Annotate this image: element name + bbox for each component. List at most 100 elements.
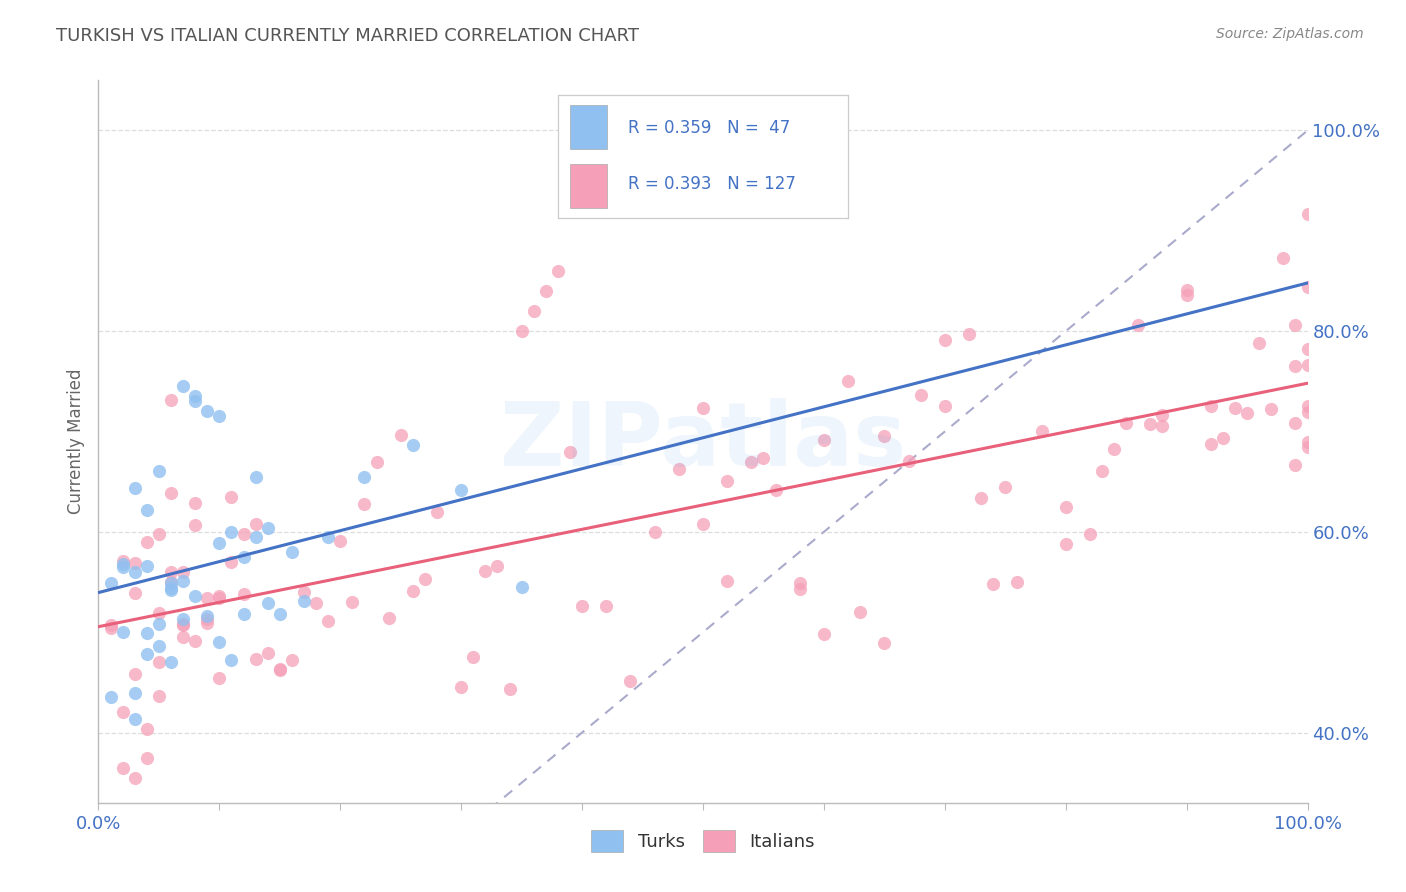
- Point: [1199, 399, 1222, 413]
- Point: [1236, 405, 1258, 419]
- Point: [160, 574, 183, 589]
- Point: [256, 647, 278, 661]
- Point: [111, 557, 134, 571]
- Point: [994, 479, 1017, 493]
- Point: [135, 559, 157, 574]
- Text: ZIPatlas: ZIPatlas: [501, 398, 905, 485]
- Point: [353, 470, 375, 484]
- Point: [692, 516, 714, 531]
- Point: [269, 663, 291, 677]
- Point: [1296, 440, 1319, 454]
- Point: [377, 611, 399, 625]
- Point: [195, 615, 218, 630]
- Point: [523, 304, 546, 318]
- Point: [245, 652, 267, 666]
- Point: [1296, 358, 1319, 372]
- Point: [534, 284, 557, 298]
- Point: [305, 596, 328, 610]
- Point: [668, 462, 690, 476]
- Point: [111, 624, 134, 639]
- Point: [1115, 417, 1137, 431]
- Point: [740, 454, 762, 468]
- Point: [1260, 402, 1282, 417]
- Point: [934, 334, 956, 348]
- Point: [221, 653, 243, 667]
- Point: [111, 705, 134, 719]
- Point: [172, 630, 194, 644]
- Point: [135, 723, 157, 737]
- Point: [595, 599, 617, 613]
- Point: [184, 589, 207, 603]
- Point: [208, 671, 231, 685]
- Point: [316, 615, 339, 629]
- Point: [148, 655, 170, 669]
- Point: [366, 455, 388, 469]
- Point: [486, 558, 509, 573]
- Point: [342, 595, 364, 609]
- Point: [148, 616, 170, 631]
- Point: [111, 761, 134, 775]
- Point: [221, 490, 243, 504]
- Point: [208, 536, 231, 550]
- Point: [970, 491, 993, 505]
- Point: [402, 584, 425, 599]
- Point: [910, 388, 932, 402]
- Point: [329, 534, 352, 549]
- Point: [619, 673, 641, 688]
- Point: [752, 450, 775, 465]
- Point: [184, 389, 207, 403]
- Point: [232, 526, 254, 541]
- Point: [124, 565, 146, 579]
- Point: [148, 464, 170, 478]
- Point: [124, 712, 146, 726]
- Point: [245, 516, 267, 531]
- Point: [413, 572, 436, 586]
- Point: [558, 445, 581, 459]
- Point: [292, 594, 315, 608]
- Point: [124, 686, 146, 700]
- Point: [172, 617, 194, 632]
- Point: [450, 681, 472, 695]
- Point: [135, 750, 157, 764]
- Point: [221, 555, 243, 569]
- Point: [208, 409, 231, 424]
- Point: [135, 648, 157, 662]
- Point: [172, 574, 194, 588]
- Point: [100, 617, 122, 632]
- Point: [160, 575, 183, 590]
- Point: [402, 438, 425, 452]
- Point: [474, 565, 496, 579]
- Point: [208, 591, 231, 605]
- Point: [124, 586, 146, 600]
- Point: [100, 622, 122, 636]
- Point: [849, 605, 872, 619]
- Point: [232, 607, 254, 621]
- Point: [221, 524, 243, 539]
- Point: [547, 264, 569, 278]
- Point: [1091, 464, 1114, 478]
- Point: [195, 591, 218, 605]
- Point: [1054, 500, 1077, 515]
- Point: [498, 681, 520, 696]
- Point: [426, 505, 449, 519]
- Point: [124, 481, 146, 495]
- Point: [195, 404, 218, 418]
- Point: [813, 433, 835, 447]
- Point: [1175, 288, 1198, 302]
- Point: [135, 626, 157, 640]
- Point: [195, 612, 218, 626]
- Point: [208, 590, 231, 604]
- Point: [1296, 399, 1319, 413]
- Point: [232, 549, 254, 564]
- Point: [172, 565, 194, 579]
- Point: [1296, 435, 1319, 450]
- Point: [716, 474, 738, 488]
- Y-axis label: Currently Married: Currently Married: [67, 368, 86, 515]
- Point: [160, 655, 183, 669]
- Point: [789, 582, 811, 597]
- Point: [1078, 527, 1101, 541]
- Point: [172, 617, 194, 632]
- Text: Source: ZipAtlas.com: Source: ZipAtlas.com: [1216, 27, 1364, 41]
- Point: [184, 633, 207, 648]
- Point: [934, 399, 956, 413]
